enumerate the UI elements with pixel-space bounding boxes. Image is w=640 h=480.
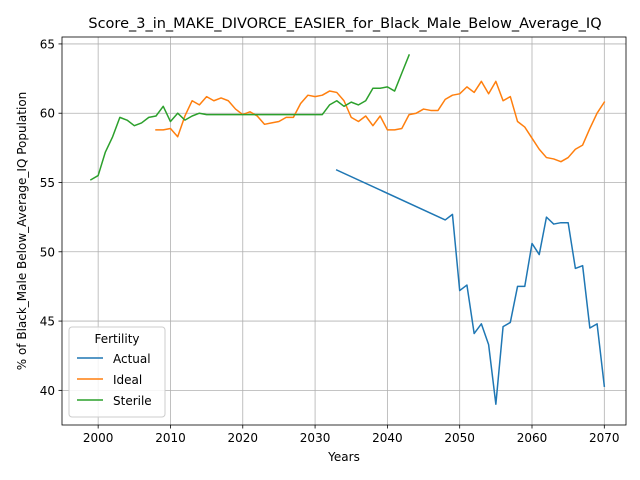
- legend: Fertility Actual Ideal Sterile: [68, 326, 166, 418]
- x-tick-label: 2000: [83, 431, 114, 445]
- series-line-actual: [335, 169, 606, 405]
- legend-label-ideal: Ideal: [113, 373, 142, 387]
- x-tick-label: 2070: [589, 431, 620, 445]
- y-tick-label: 60: [40, 107, 55, 121]
- x-tick-label: 2020: [227, 431, 258, 445]
- legend-label-sterile: Sterile: [113, 394, 152, 408]
- x-tick-label: 2050: [444, 431, 475, 445]
- x-axis-label: Years: [327, 450, 360, 464]
- legend-box: [68, 326, 166, 418]
- legend-label-actual: Actual: [113, 352, 151, 366]
- plot-frame: [61, 36, 627, 426]
- x-tick-label: 2060: [517, 431, 548, 445]
- x-tick-label: 2010: [155, 431, 186, 445]
- y-tick-label: 40: [40, 384, 55, 398]
- x-axis-ticks: 2000 2010 2020 2030 2040 2050 2060 2070: [83, 425, 620, 445]
- series-layer: [89, 54, 606, 405]
- y-tick-label: 45: [40, 315, 55, 329]
- x-tick-label: 2030: [300, 431, 331, 445]
- legend-title: Fertility: [94, 332, 139, 346]
- y-tick-label: 50: [40, 245, 55, 259]
- y-axis-ticks: 40 45 50 55 60 65: [40, 37, 62, 398]
- y-tick-label: 55: [40, 176, 55, 190]
- series-line-ideal: [155, 80, 606, 163]
- chart-title: Score_3_in_MAKE_DIVORCE_EASIER_for_Black…: [88, 16, 601, 32]
- x-tick-label: 2040: [372, 431, 403, 445]
- y-tick-label: 65: [40, 37, 55, 51]
- y-axis-label: % of Black_Male Below_Average_IQ Populat…: [15, 92, 29, 371]
- series-line-sterile: [89, 54, 411, 181]
